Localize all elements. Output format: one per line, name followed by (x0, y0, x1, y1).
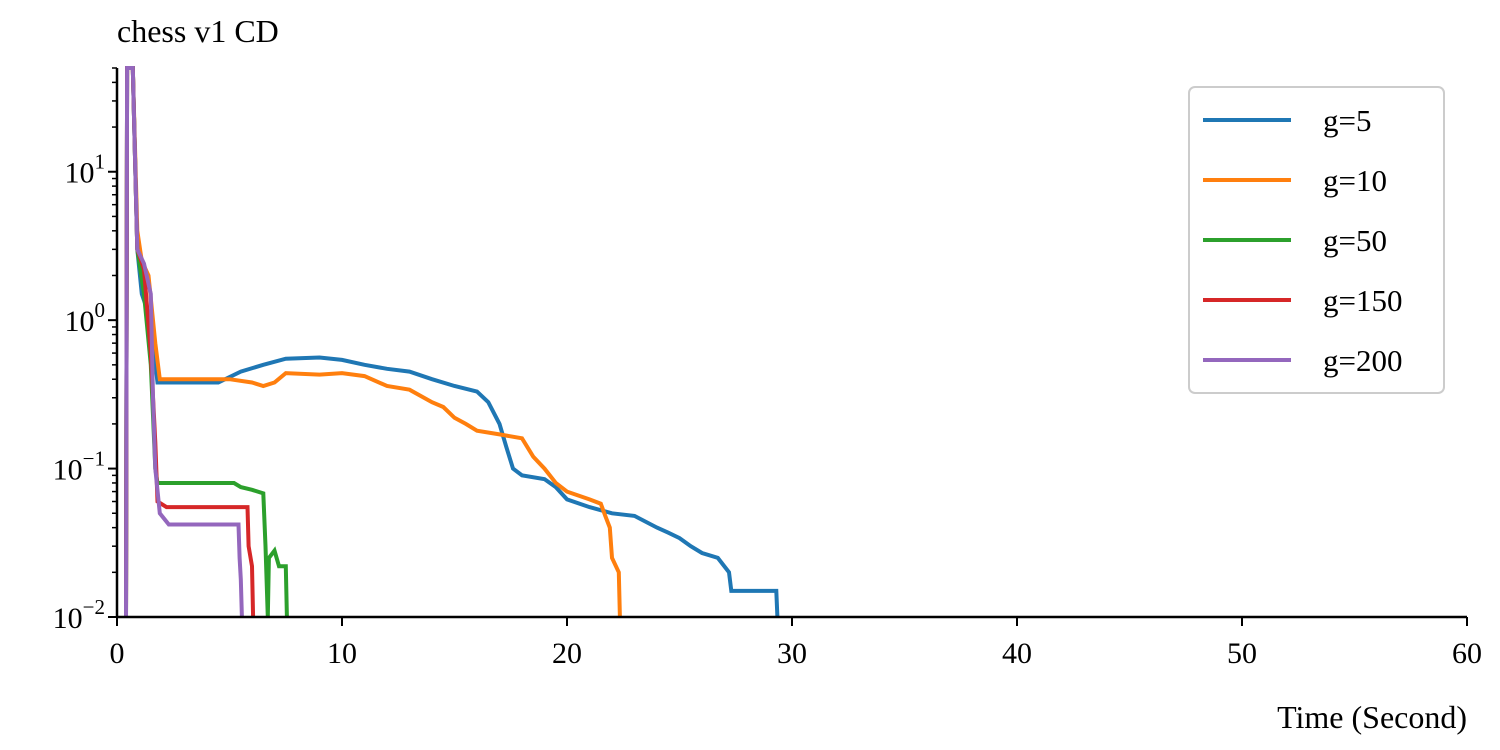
x-axis-label: Time (Second) (1277, 699, 1467, 735)
series-layer (124, 66, 780, 618)
y-tick-label: 10−1 (53, 447, 105, 487)
series-line-1 (124, 66, 622, 618)
y-tick-label: 101 (65, 150, 106, 190)
series-line-0 (124, 66, 780, 618)
x-axis-ticks: 0 10 20 30 40 50 60 (110, 617, 1482, 670)
x-tick-label: 10 (327, 637, 357, 670)
x-tick-label: 40 (1002, 637, 1032, 670)
series-line-4 (124, 66, 244, 618)
x-tick-label: 60 (1452, 637, 1482, 670)
series-line-3 (124, 66, 256, 618)
chart-title: chess v1 CD (117, 13, 279, 49)
legend: g=5 g=10 g=50 g=150 g=200 (1188, 86, 1445, 394)
legend-label-4: g=200 (1323, 343, 1402, 378)
legend-label-2: g=50 (1323, 223, 1387, 258)
legend-label-3: g=150 (1323, 283, 1402, 318)
y-tick-label: 10−2 (53, 595, 105, 635)
x-tick-label: 20 (552, 637, 582, 670)
x-tick-label: 30 (777, 637, 807, 670)
y-tick-label: 100 (65, 298, 106, 338)
legend-frame (1188, 86, 1445, 394)
legend-label-1: g=10 (1323, 163, 1387, 198)
x-tick-label: 50 (1227, 637, 1257, 670)
x-tick-label: 0 (110, 637, 125, 670)
y-axis-ticks: 10−2 10−1 100 101 (53, 67, 117, 635)
legend-label-0: g=5 (1323, 103, 1371, 138)
